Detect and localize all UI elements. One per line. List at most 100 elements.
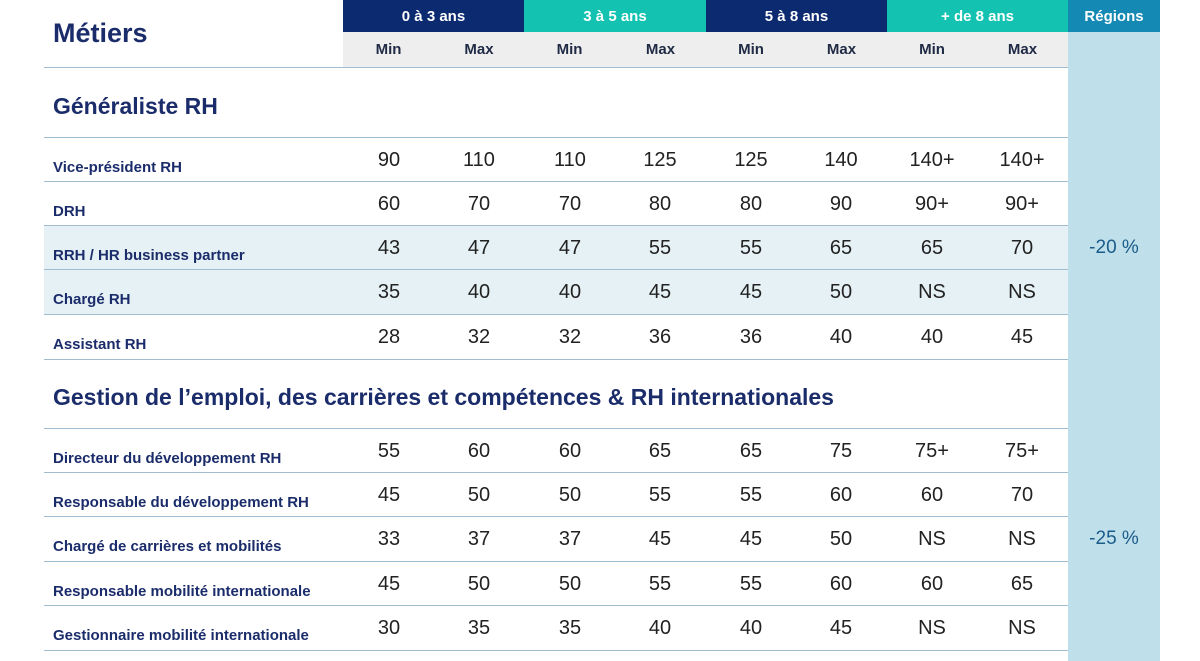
band-0-3-ans: 0 à 3 ans <box>343 0 524 32</box>
regions-header: Régions <box>1068 0 1160 32</box>
max-header: Max <box>796 32 887 67</box>
cell-max-0-3: 60 <box>467 440 491 462</box>
regions-column <box>1068 0 1160 661</box>
row-label: Responsable du développement RH <box>53 494 309 511</box>
cell-min-5-8: 45 <box>739 528 763 550</box>
cell-min-0-3: 28 <box>377 326 401 348</box>
table-row: Responsable mobilité internationale 45 5… <box>44 561 1068 606</box>
cell-min-5-8: 55 <box>739 573 763 595</box>
cell-min-0-3: 90 <box>377 149 401 171</box>
row-label: Gestionnaire mobilité internationale <box>53 627 309 644</box>
row-label: RRH / HR business partner <box>53 247 245 264</box>
cell-min-8-plus: 60 <box>920 484 944 506</box>
row-label: Responsable mobilité internationale <box>53 583 311 600</box>
cell-max-0-3: 35 <box>467 617 491 639</box>
table-row: Chargé RH 35 40 40 45 45 50 NS NS <box>44 269 1068 314</box>
cell-max-0-3: 110 <box>463 149 495 171</box>
cell-min-5-8: 45 <box>739 281 763 303</box>
row-label: DRH <box>53 203 86 220</box>
min-header: Min <box>524 32 615 67</box>
cell-min-3-5: 50 <box>558 484 582 506</box>
max-header: Max <box>977 32 1068 67</box>
header-divider <box>44 67 1068 68</box>
table-row: Responsable du développement RH 45 50 50… <box>44 472 1068 517</box>
cell-max-3-5: 45 <box>648 281 672 303</box>
cell-max-5-8: 50 <box>829 528 853 550</box>
cell-max-8-plus: NS <box>1008 281 1036 303</box>
header-bands: 0 à 3 ans 3 à 5 ans 5 à 8 ans + de 8 ans <box>343 0 1068 32</box>
cell-max-0-3: 70 <box>467 193 491 215</box>
cell-min-0-3: 60 <box>377 193 401 215</box>
table-row: DRH 60 70 70 80 80 90 90+ 90+ <box>44 181 1068 226</box>
cell-min-8-plus: 65 <box>920 237 944 259</box>
cell-min-3-5: 37 <box>558 528 582 550</box>
cell-max-8-plus: 70 <box>1010 484 1034 506</box>
band-5-8-ans: 5 à 8 ans <box>706 0 887 32</box>
cell-min-0-3: 45 <box>377 573 401 595</box>
cell-max-5-8: 45 <box>829 617 853 639</box>
cell-max-3-5: 65 <box>648 440 672 462</box>
cell-min-8-plus: 40 <box>920 326 944 348</box>
cell-min-0-3: 55 <box>377 440 401 462</box>
cell-max-3-5: 36 <box>648 326 672 348</box>
cell-min-8-plus: 60 <box>920 573 944 595</box>
cell-min-5-8: 80 <box>739 193 763 215</box>
cell-max-3-5: 125 <box>643 149 677 171</box>
cell-min-5-8: 125 <box>734 149 768 171</box>
band-plus-8-ans: + de 8 ans <box>887 0 1068 32</box>
row-label: Directeur du développement RH <box>53 450 282 467</box>
cell-max-3-5: 45 <box>648 528 672 550</box>
cell-max-3-5: 55 <box>648 484 672 506</box>
cell-max-8-plus: NS <box>1008 528 1036 550</box>
row-label: Assistant RH <box>53 336 147 353</box>
cell-max-8-plus: 70 <box>1010 237 1034 259</box>
cell-min-5-8: 55 <box>739 484 763 506</box>
cell-min-3-5: 47 <box>558 237 582 259</box>
cell-max-8-plus: 75+ <box>1005 440 1039 462</box>
section-title: Gestion de l’emploi, des carrières et co… <box>53 384 834 410</box>
table-row: Chargé de carrières et mobilités 33 37 3… <box>44 516 1068 561</box>
cell-max-5-8: 65 <box>829 237 853 259</box>
table-row: RRH / HR business partner 43 47 47 55 55… <box>44 225 1068 270</box>
cell-min-8-plus: 75+ <box>915 440 949 462</box>
cell-max-5-8: 75 <box>829 440 853 462</box>
cell-min-3-5: 70 <box>558 193 582 215</box>
cell-max-3-5: 80 <box>648 193 672 215</box>
table-row: Directeur du développement RH 55 60 60 6… <box>44 428 1068 473</box>
table-row: Assistant RH 28 32 32 36 36 40 40 45 <box>44 314 1068 360</box>
min-header: Min <box>887 32 977 67</box>
cell-max-5-8: 90 <box>829 193 853 215</box>
cell-max-0-3: 50 <box>467 573 491 595</box>
cell-max-0-3: 32 <box>467 326 491 348</box>
max-header: Max <box>615 32 706 67</box>
cell-max-0-3: 40 <box>467 281 491 303</box>
cell-max-5-8: 60 <box>829 573 853 595</box>
cell-min-8-plus: NS <box>918 528 946 550</box>
cell-min-0-3: 43 <box>377 237 401 259</box>
row-label: Vice-président RH <box>53 159 182 176</box>
cell-max-5-8: 40 <box>829 326 853 348</box>
section-title: Généraliste RH <box>53 93 218 119</box>
cell-min-8-plus: 90+ <box>915 193 949 215</box>
cell-max-5-8: 140 <box>824 149 858 171</box>
cell-min-5-8: 55 <box>739 237 763 259</box>
table-row: Vice-président RH 90 110 110 125 125 140… <box>44 137 1068 182</box>
cell-min-3-5: 35 <box>558 617 582 639</box>
cell-min-3-5: 110 <box>554 149 586 171</box>
cell-min-5-8: 40 <box>739 617 763 639</box>
cell-max-5-8: 60 <box>829 484 853 506</box>
region-adjustment: -20 % <box>1089 237 1139 258</box>
cell-min-8-plus: NS <box>918 617 946 639</box>
cell-max-0-3: 50 <box>467 484 491 506</box>
cell-min-0-3: 35 <box>377 281 401 303</box>
cell-min-0-3: 30 <box>377 617 401 639</box>
cell-min-3-5: 40 <box>558 281 582 303</box>
cell-max-8-plus: 90+ <box>1005 193 1039 215</box>
cell-max-8-plus: NS <box>1008 617 1036 639</box>
min-header: Min <box>706 32 796 67</box>
band-3-5-ans: 3 à 5 ans <box>524 0 706 32</box>
max-header: Max <box>434 32 524 67</box>
cell-min-3-5: 50 <box>558 573 582 595</box>
min-header: Min <box>343 32 434 67</box>
row-label: Chargé de carrières et mobilités <box>53 538 282 555</box>
